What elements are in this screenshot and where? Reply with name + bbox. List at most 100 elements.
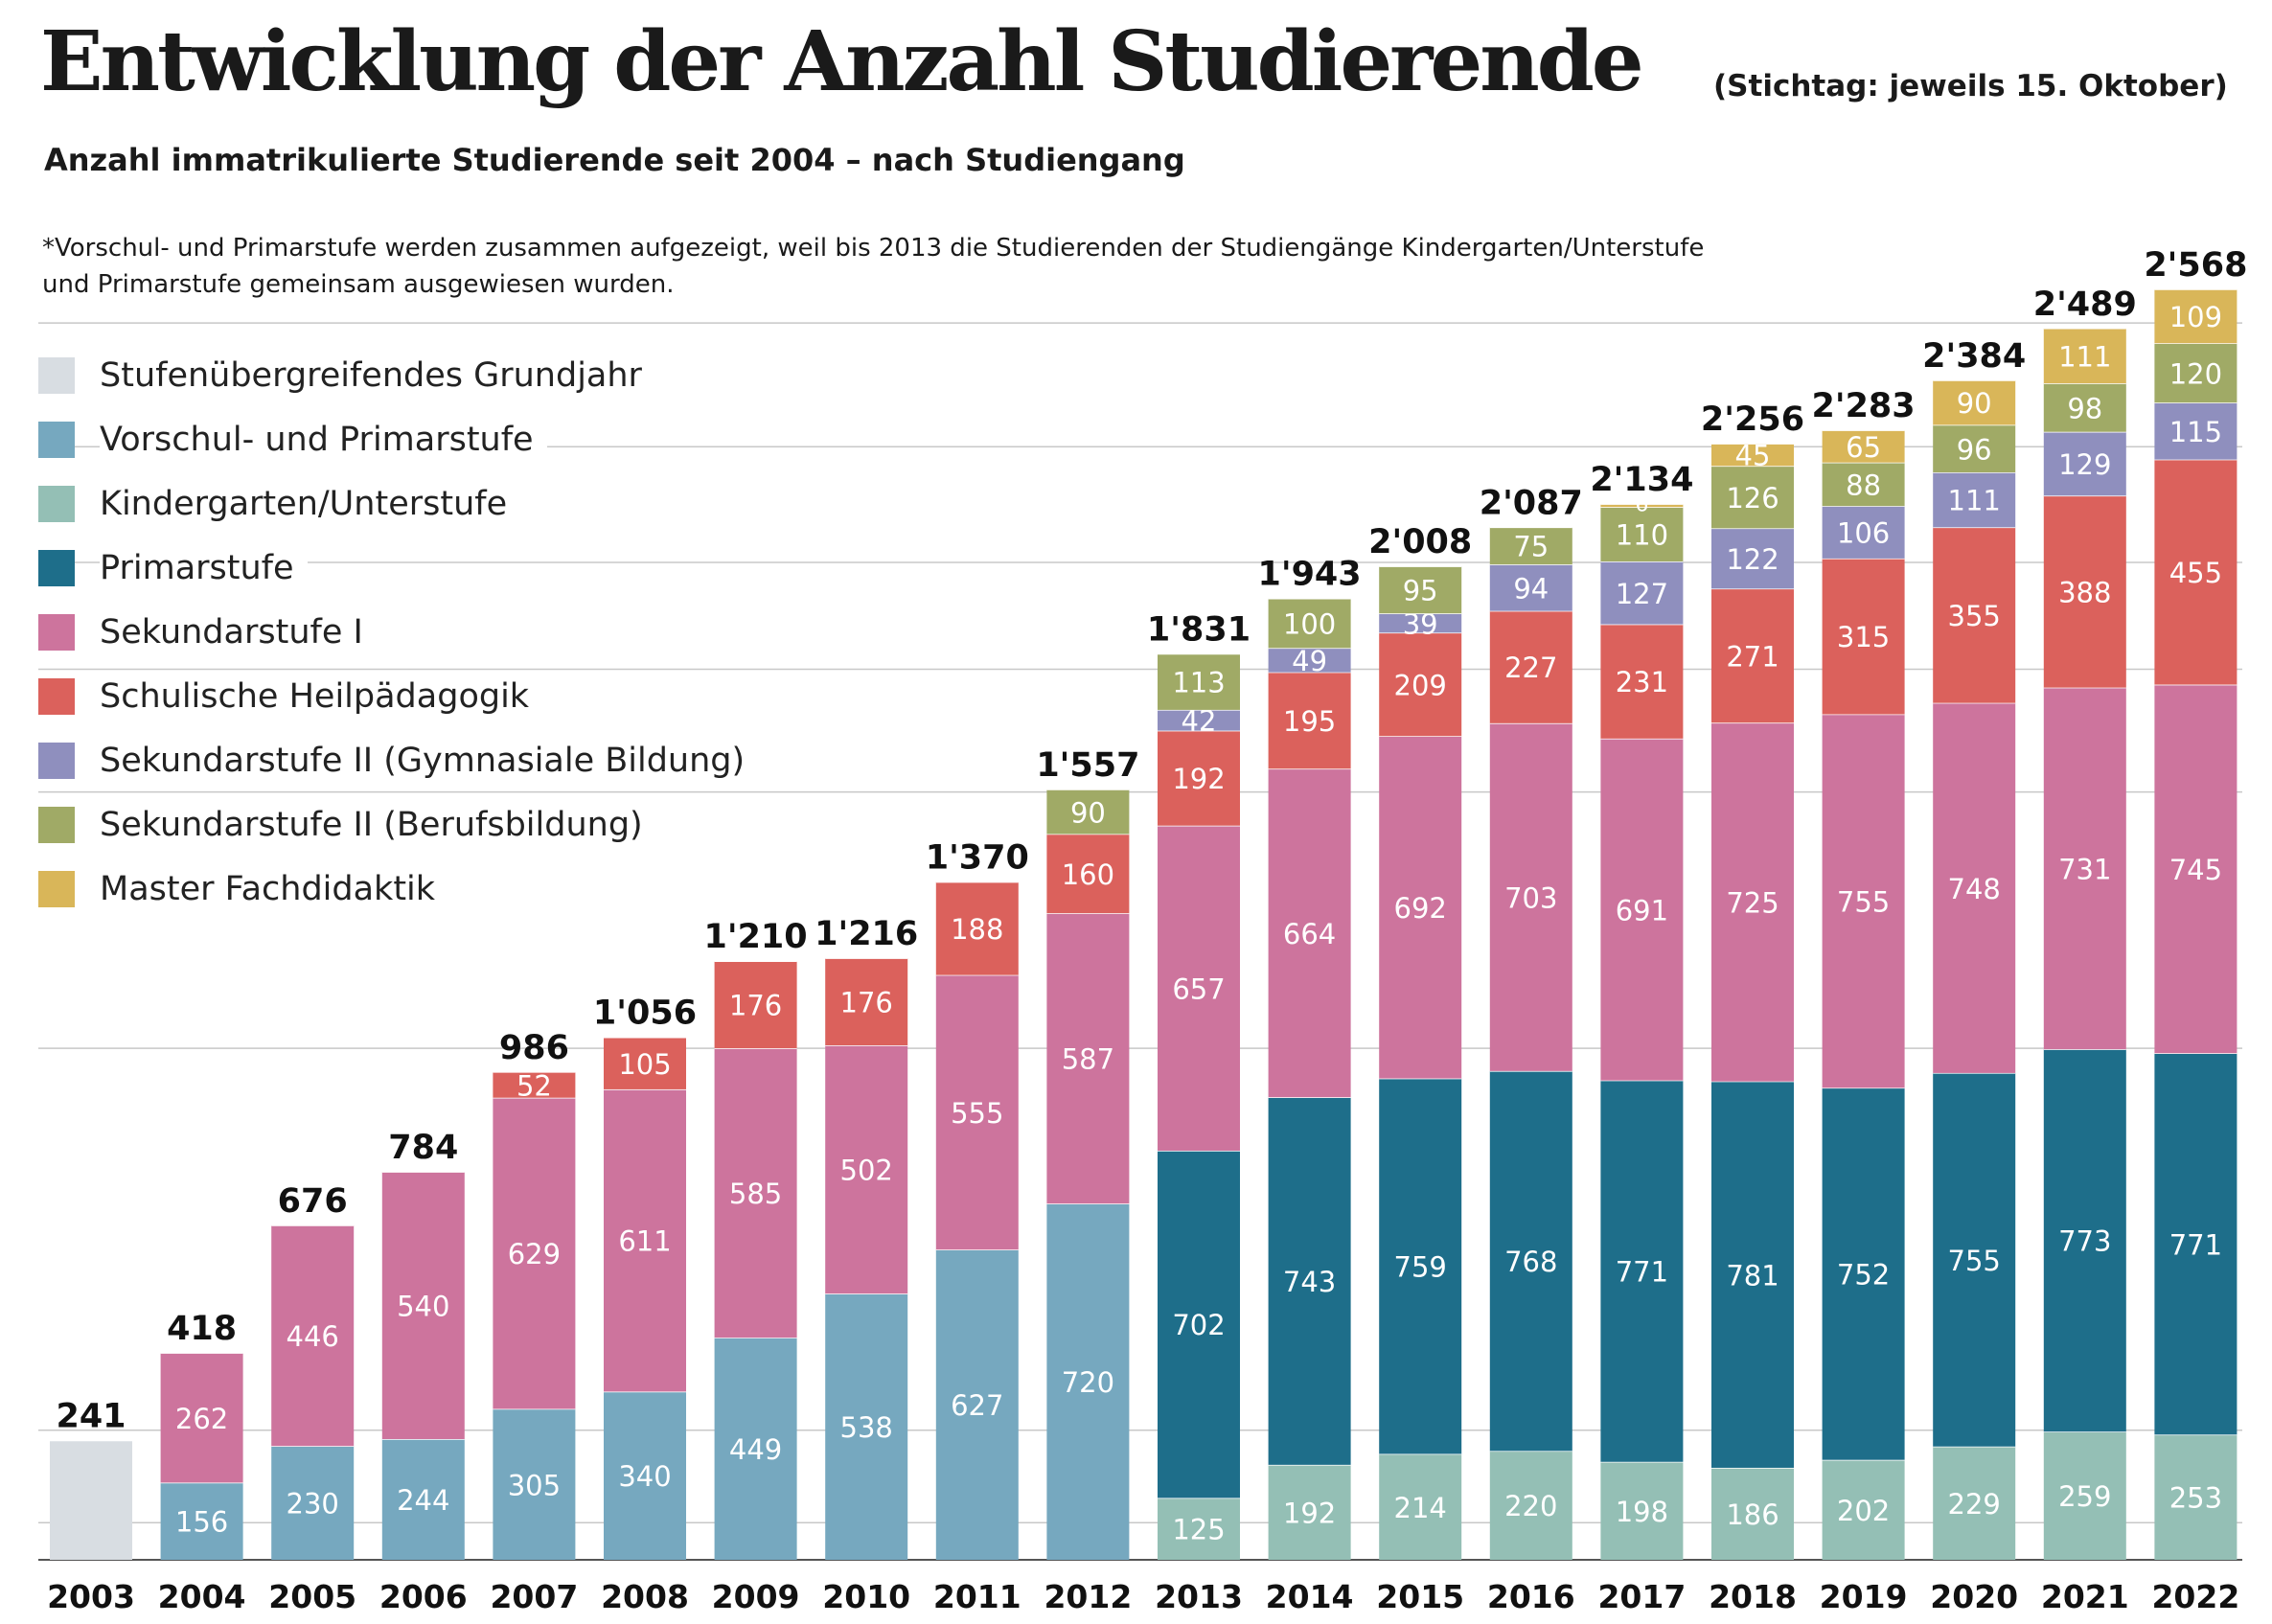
segment-value-label: 94: [1513, 572, 1549, 605]
bar-segment: [1933, 380, 2016, 425]
x-tick-label: 2012: [1044, 1578, 1132, 1615]
chart-title: Entwicklung der Anzahl Studierende: [40, 13, 1644, 110]
segment-value-label: 88: [1846, 469, 1881, 501]
segment-value-label: 748: [1948, 873, 2001, 905]
segment-value-label: 691: [1616, 894, 1668, 926]
bar-segment: [1489, 722, 1572, 1071]
bar-segment: [1046, 913, 1130, 1204]
bar-segment: [935, 881, 1019, 975]
bar-segment: [271, 1224, 355, 1447]
segment-value-label: 120: [2169, 357, 2222, 390]
segment-value-label: 702: [1172, 1309, 1225, 1341]
bar-segment: [1158, 730, 1240, 826]
legend-label: Master Fachdidaktik: [100, 869, 449, 908]
segment-value-label: 449: [729, 1433, 782, 1466]
bar-segment: [1268, 768, 1351, 1098]
segment-value-label: 771: [1616, 1256, 1668, 1289]
bar-segment: [2154, 1053, 2238, 1435]
segment-value-label: 127: [1616, 578, 1668, 610]
x-tick-label: 2003: [47, 1578, 135, 1615]
bar-segment: [160, 1353, 243, 1483]
bar-segment: [1489, 1451, 1572, 1560]
bar-total-label: 2'489: [2033, 286, 2137, 324]
legend-item: Master Fachdidaktik: [38, 857, 758, 921]
segment-value-label: 220: [1504, 1490, 1557, 1522]
x-tick-label: 2017: [1597, 1578, 1686, 1615]
bar-total-label: 986: [499, 1029, 569, 1067]
legend-item: Sekundarstufe II (Berufsbildung): [38, 792, 758, 857]
segment-value-label: 755: [1948, 1245, 2001, 1277]
bar-segment: [1379, 632, 1462, 737]
bar-segment: [1268, 672, 1351, 769]
legend-swatch: [38, 613, 75, 651]
segment-value-label: 745: [2169, 854, 2222, 886]
bar-segment: [1158, 709, 1240, 731]
x-tick-label: 2014: [1266, 1578, 1354, 1615]
legend-swatch: [38, 485, 75, 522]
segment-value-label: 95: [1403, 575, 1438, 607]
bar-segment: [825, 958, 908, 1045]
bar-segment: [1600, 624, 1684, 739]
segment-value-label: 629: [508, 1238, 561, 1270]
x-tick-label: 2015: [1376, 1578, 1464, 1615]
bar-segment: [1711, 466, 1794, 529]
legend-item: Schulische Heilpädagogik: [38, 664, 758, 728]
segment-value-label: 731: [2058, 853, 2111, 885]
segment-value-label: 259: [2058, 1480, 2111, 1513]
legend-label: Sekundarstufe II (Gymnasiale Bildung): [100, 741, 759, 780]
bar-segment: [2154, 402, 2238, 460]
legend-swatch: [38, 549, 75, 586]
bar-segment: [50, 1440, 132, 1560]
bar-segment: [1822, 430, 1905, 463]
bar-segment: [1600, 504, 1684, 508]
segment-value-label: 446: [287, 1320, 339, 1353]
segment-value-label: 611: [618, 1225, 671, 1258]
segment-value-label: 229: [1948, 1488, 2001, 1521]
segment-value-label: 186: [1726, 1498, 1779, 1531]
segment-value-label: 768: [1504, 1246, 1557, 1278]
segment-value-label: 111: [1948, 485, 2001, 517]
segment-value-label: 585: [729, 1178, 782, 1210]
bar-segment: [1158, 1498, 1240, 1560]
bar-segment: [1711, 722, 1794, 1082]
segment-value-label: 773: [2058, 1225, 2111, 1258]
legend-swatch: [38, 677, 75, 715]
legend-swatch: [38, 806, 75, 843]
segment-value-label: 703: [1504, 881, 1557, 914]
legend-swatch: [38, 742, 75, 779]
bar-segment: [381, 1439, 465, 1560]
bar-segment: [935, 974, 1019, 1250]
bar-segment: [2154, 343, 2238, 403]
bar-segment: [1379, 566, 1462, 614]
legend-item: Primarstufe: [38, 536, 758, 600]
segment-value-label: 743: [1283, 1266, 1336, 1298]
bar-segment: [2043, 495, 2126, 688]
x-tick-label: 2011: [933, 1578, 1021, 1615]
x-tick-label: 2019: [1820, 1578, 1908, 1615]
bar-segment: [1268, 598, 1351, 649]
bar-total-label: 2'256: [1701, 400, 1804, 439]
segment-value-label: 90: [1070, 796, 1106, 829]
bar-segment: [1379, 613, 1462, 633]
bar-segment: [1822, 558, 1905, 715]
segment-value-label: 105: [618, 1048, 671, 1081]
segment-value-label: 106: [1837, 517, 1890, 550]
segment-value-label: 227: [1504, 652, 1557, 684]
bar-segment: [493, 1071, 576, 1098]
reference-date-note: (Stichtag: jeweils 15. Oktober): [1713, 69, 2228, 103]
bar-total-label: 1'557: [1036, 746, 1139, 785]
bar-segment: [825, 1293, 908, 1560]
chart-subtitle: Anzahl immatrikulierte Studierende seit …: [44, 142, 1185, 178]
x-tick-label: 2020: [1930, 1578, 2018, 1615]
legend-label: Kindergarten/Unterstufe: [100, 484, 521, 523]
bar-segment: [1822, 506, 1905, 559]
bar-segment: [1711, 588, 1794, 723]
segment-value-label: 6: [1635, 493, 1648, 517]
bar-segment: [825, 1044, 908, 1294]
legend-swatch: [38, 356, 75, 394]
legend-label: Schulische Heilpädagogik: [100, 676, 543, 716]
segment-value-label: 129: [2058, 448, 2111, 481]
segment-value-label: 192: [1283, 1497, 1336, 1529]
bar-segment: [1046, 789, 1130, 835]
bar-segment: [2043, 1431, 2126, 1560]
